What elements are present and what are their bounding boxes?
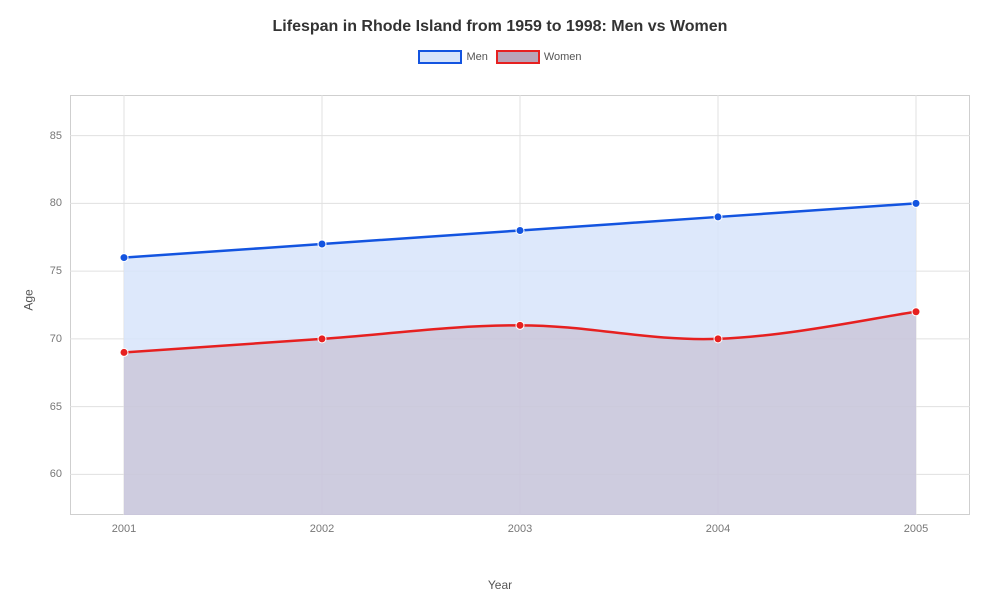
x-tick-label: 2003 [508,515,532,535]
legend-label-women: Women [544,51,582,63]
legend-label-men: Men [466,51,487,63]
chart-container: Lifespan in Rhode Island from 1959 to 19… [0,0,1000,600]
x-axis-label: Year [488,578,512,592]
x-tick-label: 2001 [112,515,136,535]
plot-area: 60657075808520012002200320042005 [70,95,970,515]
x-tick-label: 2004 [706,515,730,535]
x-tick-label: 2002 [310,515,334,535]
chart-svg [70,95,970,515]
y-tick-label: 65 [50,401,70,413]
x-tick-label: 2005 [904,515,928,535]
y-axis-label: Age [22,289,36,310]
legend-swatch-women [496,50,540,64]
legend-swatch-men [418,50,462,64]
legend-item-men[interactable]: Men [418,50,487,64]
legend: Men Women [0,50,1000,64]
y-tick-label: 60 [50,468,70,480]
y-tick-label: 85 [50,130,70,142]
y-tick-label: 80 [50,197,70,209]
y-tick-label: 70 [50,333,70,345]
chart-title: Lifespan in Rhode Island from 1959 to 19… [0,0,1000,36]
legend-item-women[interactable]: Women [496,50,582,64]
y-tick-label: 75 [50,265,70,277]
